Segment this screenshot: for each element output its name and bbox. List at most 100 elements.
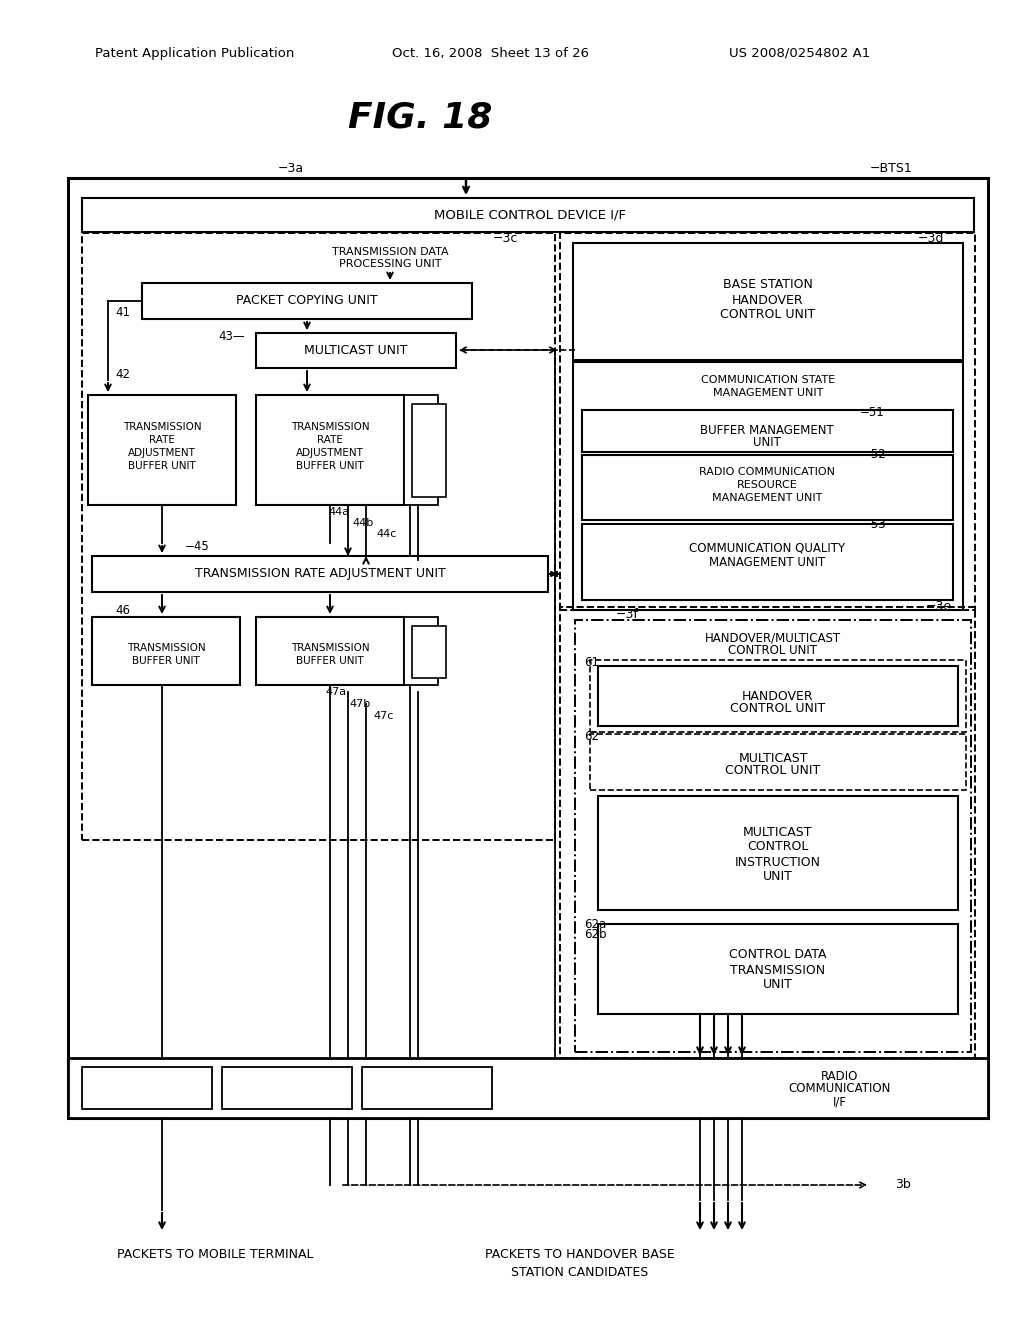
Text: CONTROL: CONTROL	[748, 841, 809, 854]
Text: MULTICAST: MULTICAST	[738, 751, 808, 764]
Text: −3f: −3f	[616, 609, 639, 622]
Bar	[560, 607, 975, 1059]
Bar	[88, 395, 236, 506]
Text: −3d: −3d	[918, 231, 944, 244]
Bar	[404, 395, 438, 506]
Bar	[82, 198, 974, 232]
Text: COMMUNICATION STATE: COMMUNICATION STATE	[701, 375, 835, 385]
Text: PACKETS TO HANDOVER BASE: PACKETS TO HANDOVER BASE	[485, 1249, 675, 1262]
Text: RESOURCE: RESOURCE	[736, 480, 798, 490]
Text: 44a: 44a	[328, 507, 349, 517]
Bar	[412, 404, 446, 498]
Text: −51: −51	[860, 407, 885, 420]
Text: TRANSMISSION RATE ADJUSTMENT UNIT: TRANSMISSION RATE ADJUSTMENT UNIT	[195, 568, 445, 581]
Bar	[575, 620, 971, 1052]
Text: 62b: 62b	[584, 928, 606, 940]
Text: Oct. 16, 2008  Sheet 13 of 26: Oct. 16, 2008 Sheet 13 of 26	[391, 46, 589, 59]
Text: UNIT: UNIT	[763, 978, 793, 991]
Text: ADJUSTMENT: ADJUSTMENT	[128, 447, 196, 458]
Text: INSTRUCTION: INSTRUCTION	[735, 855, 821, 869]
Bar	[256, 616, 404, 685]
Text: BUFFER UNIT: BUFFER UNIT	[128, 461, 196, 471]
Text: BUFFER UNIT: BUFFER UNIT	[296, 461, 364, 471]
Text: −52: −52	[862, 449, 887, 462]
Text: US 2008/0254802 A1: US 2008/0254802 A1	[729, 46, 870, 59]
Text: HANDOVER: HANDOVER	[732, 293, 804, 306]
Text: 44c: 44c	[376, 529, 396, 539]
Text: TRANSMISSION: TRANSMISSION	[123, 422, 202, 432]
Text: RADIO COMMUNICATION: RADIO COMMUNICATION	[699, 467, 835, 477]
Text: FIG. 18: FIG. 18	[348, 102, 493, 135]
Bar	[582, 455, 953, 520]
Text: PACKETS TO MOBILE TERMINAL: PACKETS TO MOBILE TERMINAL	[117, 1249, 313, 1262]
Text: 43—: 43—	[218, 330, 245, 343]
Text: MULTICAST UNIT: MULTICAST UNIT	[304, 343, 408, 356]
Text: −45: −45	[185, 540, 210, 553]
Bar	[92, 616, 240, 685]
Text: RATE: RATE	[317, 436, 343, 445]
Bar	[573, 362, 963, 610]
Bar	[92, 556, 548, 591]
Text: 47b: 47b	[349, 700, 371, 709]
Text: MOBILE CONTROL DEVICE I/F: MOBILE CONTROL DEVICE I/F	[434, 209, 626, 222]
Text: MANAGEMENT UNIT: MANAGEMENT UNIT	[709, 556, 825, 569]
Text: MANAGEMENT UNIT: MANAGEMENT UNIT	[713, 388, 823, 399]
Text: I/F: I/F	[833, 1096, 847, 1109]
Text: STATION CANDIDATES: STATION CANDIDATES	[511, 1266, 648, 1279]
Text: CONTROL UNIT: CONTROL UNIT	[720, 309, 816, 322]
Text: BUFFER UNIT: BUFFER UNIT	[296, 656, 364, 667]
Text: UNIT: UNIT	[753, 437, 781, 450]
Text: TRANSMISSION: TRANSMISSION	[127, 643, 206, 653]
Bar	[582, 524, 953, 601]
Text: HANDOVER: HANDOVER	[742, 689, 814, 702]
Text: 44b: 44b	[352, 517, 374, 528]
Bar	[362, 1067, 492, 1109]
Text: CONTROL UNIT: CONTROL UNIT	[725, 764, 820, 777]
Text: CONTROL UNIT: CONTROL UNIT	[728, 644, 817, 657]
Text: TRANSMISSION: TRANSMISSION	[730, 964, 825, 977]
Text: −53: −53	[862, 517, 887, 531]
Text: 42: 42	[115, 368, 130, 381]
Text: COMMUNICATION QUALITY: COMMUNICATION QUALITY	[689, 541, 845, 554]
Text: CONTROL DATA: CONTROL DATA	[729, 949, 826, 961]
Text: −3c: −3c	[493, 231, 518, 244]
Text: 62: 62	[584, 730, 599, 743]
Bar	[598, 796, 958, 909]
Bar	[404, 616, 438, 685]
Text: PACKET COPYING UNIT: PACKET COPYING UNIT	[237, 294, 378, 308]
Bar	[256, 395, 404, 506]
Text: −BTS1: −BTS1	[870, 161, 912, 174]
Bar	[222, 1067, 352, 1109]
Text: 61: 61	[584, 656, 599, 669]
Text: TRANSMISSION: TRANSMISSION	[291, 422, 370, 432]
Text: CONTROL UNIT: CONTROL UNIT	[730, 702, 825, 715]
Bar	[598, 924, 958, 1014]
Text: RADIO: RADIO	[821, 1069, 859, 1082]
Text: Patent Application Publication: Patent Application Publication	[95, 46, 295, 59]
Bar	[142, 282, 472, 319]
Text: COMMUNICATION: COMMUNICATION	[788, 1082, 891, 1096]
Text: BUFFER MANAGEMENT: BUFFER MANAGEMENT	[700, 425, 834, 437]
Text: 3b: 3b	[895, 1179, 910, 1192]
Bar	[82, 1067, 212, 1109]
Text: TRANSMISSION: TRANSMISSION	[291, 643, 370, 653]
Text: PROCESSING UNIT: PROCESSING UNIT	[339, 259, 441, 269]
Text: BUFFER UNIT: BUFFER UNIT	[132, 656, 200, 667]
Text: TRANSMISSION DATA: TRANSMISSION DATA	[332, 247, 449, 257]
Text: 41: 41	[115, 305, 130, 318]
Text: MANAGEMENT UNIT: MANAGEMENT UNIT	[712, 492, 822, 503]
Text: −3a: −3a	[278, 161, 304, 174]
Text: UNIT: UNIT	[763, 870, 793, 883]
Bar	[590, 660, 966, 733]
Bar	[582, 411, 953, 451]
Bar	[560, 234, 975, 610]
Text: 46: 46	[115, 603, 130, 616]
Text: −3e: −3e	[926, 601, 952, 614]
Bar	[82, 234, 555, 840]
Text: MULTICAST: MULTICAST	[743, 825, 813, 838]
Text: 62a: 62a	[584, 917, 606, 931]
Bar	[590, 734, 966, 789]
Text: BASE STATION: BASE STATION	[723, 279, 813, 292]
Bar	[68, 178, 988, 1118]
Bar	[68, 1059, 988, 1118]
